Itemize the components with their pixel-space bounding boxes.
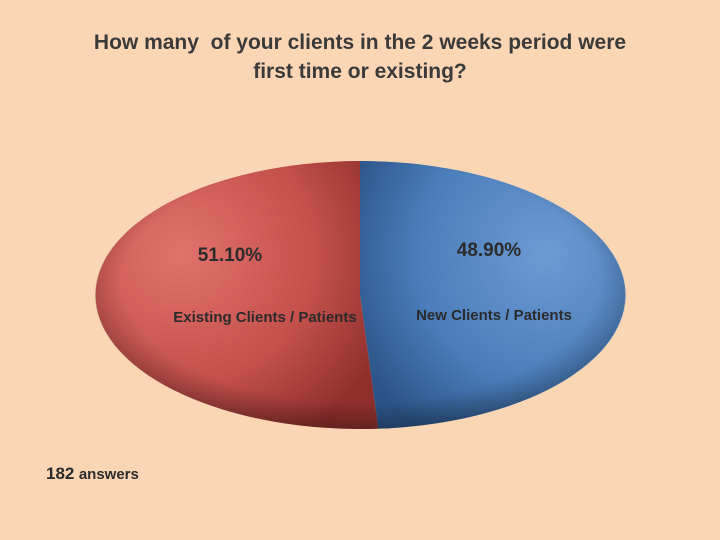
pie-slice-new (360, 160, 626, 429)
slice-new-label: New Clients / Patients (416, 307, 572, 324)
chart-title-line-2: first time or existing? (253, 60, 467, 83)
slice-existing-label: Existing Clients / Patients (173, 309, 356, 326)
answer-count-number: 182 (46, 464, 75, 483)
answer-count-label: answers (78, 466, 139, 483)
chart-title: How many of your clients in the 2 weeks … (60, 28, 660, 86)
pie-slice-existing (95, 161, 379, 429)
chart-title-line-1: How many of your clients in the 2 weeks … (93, 31, 627, 54)
answer-count: 182 answers (46, 464, 139, 484)
slice-new-percent: 48.90% (457, 240, 522, 261)
slice-existing-percent: 51.10% (198, 245, 263, 266)
